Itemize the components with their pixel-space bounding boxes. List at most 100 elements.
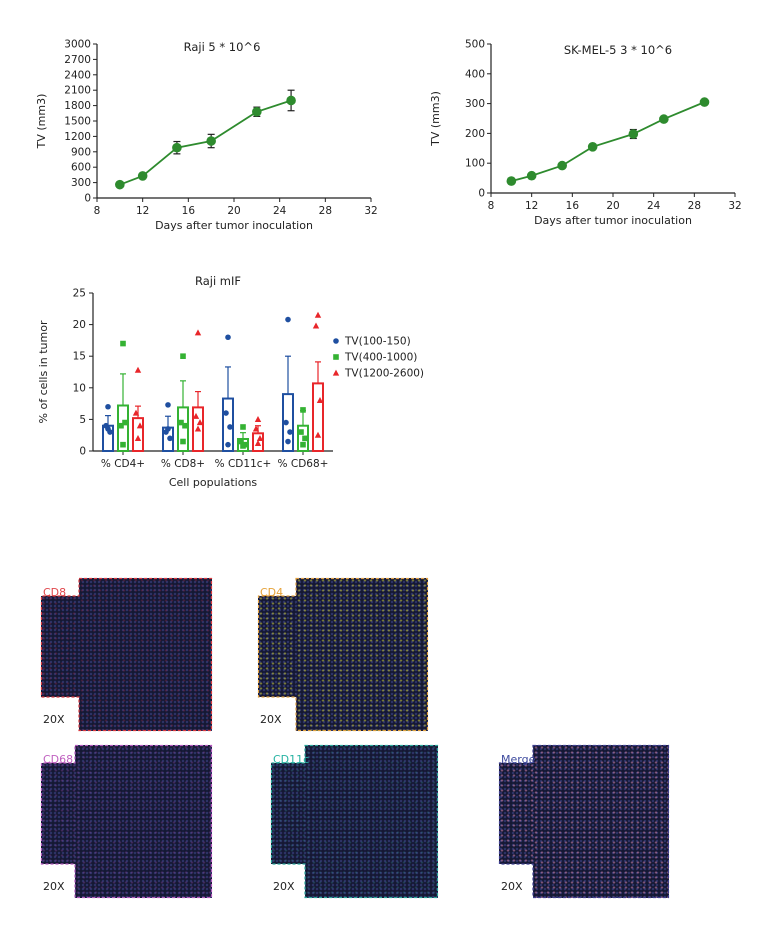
c2-data-point bbox=[132, 409, 140, 416]
c2-data-point bbox=[302, 435, 308, 442]
c0-y-axis-title: TV (mm3) bbox=[35, 94, 48, 150]
c2-data-point bbox=[122, 419, 128, 426]
c1-x-tick-label: 20 bbox=[606, 200, 619, 212]
c2-data-point bbox=[180, 353, 186, 359]
c0-data-point bbox=[206, 136, 216, 146]
c2-chart-title: Raji mIF bbox=[195, 274, 241, 288]
c2-data-point bbox=[300, 407, 306, 413]
c2-data-point bbox=[118, 422, 124, 429]
magnification-label: 20X bbox=[43, 880, 65, 893]
c2-data-point bbox=[312, 322, 320, 329]
c2-legend-marker bbox=[332, 369, 340, 376]
c1-data-point bbox=[587, 142, 598, 152]
c0-y-tick-label: 3000 bbox=[64, 39, 91, 51]
c2-data-point bbox=[167, 435, 173, 442]
c2-x-tick-label: % CD4+ bbox=[101, 458, 145, 470]
c0-y-tick-label: 1500 bbox=[64, 116, 91, 128]
c2-bar bbox=[162, 426, 174, 452]
c1-data-point bbox=[659, 114, 669, 124]
fluorescence-image bbox=[296, 578, 428, 731]
c0-y-tick-label: 0 bbox=[84, 193, 91, 205]
fluorescence-image bbox=[41, 763, 75, 864]
c2-data-point bbox=[225, 441, 231, 448]
c0-series-line bbox=[119, 99, 292, 186]
panel-label: CD8 bbox=[43, 586, 67, 599]
c2-data-point bbox=[240, 443, 246, 449]
c2-y-tick-label: 25 bbox=[73, 288, 86, 300]
c2-y-tick-label: 15 bbox=[73, 351, 86, 363]
c2-data-point bbox=[285, 316, 291, 323]
c2-data-point bbox=[225, 334, 231, 341]
image-panel-cd11c: CD11c 20X bbox=[270, 744, 439, 899]
c1-y-axis-title: TV (mm3) bbox=[429, 91, 442, 147]
image-panel-cd68: CD68 20X bbox=[40, 744, 213, 899]
c2-legend-marker bbox=[333, 354, 339, 360]
c1-x-tick-label: 24 bbox=[647, 200, 661, 212]
c1-x-tick-label: 16 bbox=[566, 200, 580, 212]
c0-y-tick-label: 2100 bbox=[64, 85, 91, 97]
c2-data-point bbox=[240, 424, 246, 430]
c0-y-tick-label: 1800 bbox=[64, 100, 91, 112]
c2-data-point bbox=[252, 425, 260, 432]
c2-bar bbox=[132, 417, 144, 452]
c1-x-axis-title: Days after tumor inoculation bbox=[534, 214, 692, 227]
c2-data-point bbox=[287, 429, 293, 435]
c2-data-point bbox=[134, 366, 142, 373]
c1-data-point bbox=[699, 97, 710, 107]
image-panel-merge: Merge 20X bbox=[498, 744, 670, 899]
c2-data-point bbox=[223, 410, 229, 416]
c2-bar bbox=[312, 382, 324, 453]
c2-data-point bbox=[254, 416, 262, 422]
c2-y-tick-label: 20 bbox=[73, 319, 86, 331]
c2-data-point bbox=[107, 429, 113, 435]
c2-y-tick-label: 0 bbox=[79, 446, 86, 458]
c0-chart-title: Raji 5 * 10^6 bbox=[184, 40, 261, 54]
c1-x-tick-label: 28 bbox=[688, 200, 701, 212]
c2-x-tick-label: % CD68+ bbox=[278, 458, 329, 470]
panel-label: CD4 bbox=[260, 586, 284, 599]
c0-data-point bbox=[115, 179, 125, 190]
c0-data-point bbox=[252, 106, 262, 117]
c2-bar bbox=[192, 406, 204, 452]
c0-x-tick-label: 20 bbox=[227, 205, 240, 217]
c2-data-point bbox=[192, 412, 200, 419]
c1-chart-title: SK-MEL-5 3 * 10^6 bbox=[564, 43, 672, 57]
c2-legend-label: TV(100-150) bbox=[344, 336, 411, 348]
magnification-label: 20X bbox=[501, 880, 523, 893]
c2-data-point bbox=[242, 441, 248, 448]
c2-data-point bbox=[134, 434, 142, 441]
c1-data-point bbox=[628, 129, 639, 139]
c2-y-axis-title: % of cells in tumor bbox=[37, 320, 50, 423]
c2-data-point bbox=[285, 438, 291, 445]
c2-bar bbox=[297, 424, 309, 453]
c0-x-tick-label: 32 bbox=[364, 205, 377, 217]
c2-data-point bbox=[182, 422, 188, 429]
c2-data-point bbox=[180, 438, 186, 445]
c2-y-tick-label: 5 bbox=[79, 414, 86, 426]
c1-series-line bbox=[511, 101, 705, 182]
c2-bar bbox=[222, 397, 234, 453]
image-panel-cd8: CD8 20X bbox=[40, 577, 213, 732]
c2-bar bbox=[282, 393, 294, 452]
c2-x-tick-label: % CD11c+ bbox=[215, 458, 272, 470]
c2-bar bbox=[237, 437, 249, 453]
c2-data-point bbox=[194, 425, 202, 432]
c2-data-point bbox=[298, 429, 304, 435]
c0-y-tick-label: 2700 bbox=[64, 54, 91, 66]
c2-data-point bbox=[227, 424, 233, 430]
c2-data-point bbox=[283, 419, 289, 426]
c2-data-point bbox=[103, 422, 109, 429]
c0-data-point bbox=[286, 95, 296, 106]
c0-y-tick-label: 300 bbox=[71, 177, 91, 189]
c2-legend-label: TV(1200-2600) bbox=[344, 368, 424, 380]
c2-data-point bbox=[238, 438, 244, 445]
c2-data-point bbox=[254, 440, 262, 447]
c2-data-point bbox=[178, 419, 184, 426]
fluorescence-image bbox=[533, 745, 669, 898]
c2-y-tick-label: 10 bbox=[73, 382, 86, 394]
c1-y-tick-label: 200 bbox=[465, 128, 485, 140]
c0-x-tick-label: 8 bbox=[94, 205, 101, 217]
c0-y-tick-label: 2400 bbox=[64, 69, 91, 81]
c1-y-tick-label: 300 bbox=[465, 98, 485, 110]
c0-x-tick-label: 12 bbox=[136, 205, 149, 217]
